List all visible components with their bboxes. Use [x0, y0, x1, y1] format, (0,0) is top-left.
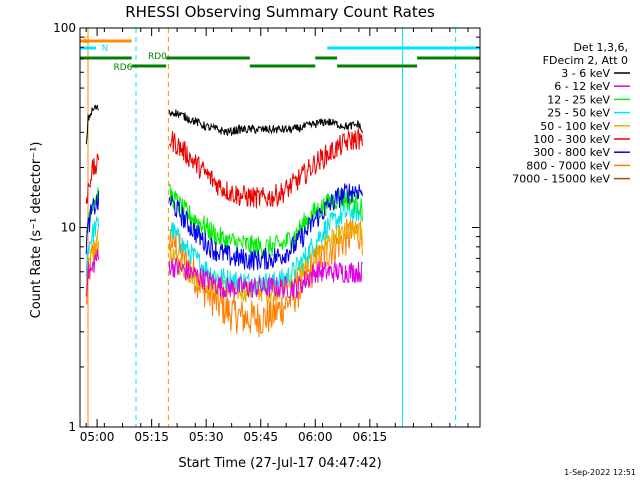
x-tick-label-3: 05:45	[243, 430, 278, 444]
status-label-n: N	[101, 44, 108, 54]
legend-label-0: 3 - 6 keV	[561, 67, 610, 80]
status-label-s: S	[83, 36, 89, 46]
legend-label-3: 25 - 50 keV	[547, 107, 610, 120]
series-layer	[85, 104, 363, 338]
legend-label-7: 800 - 7000 keV	[526, 159, 610, 172]
series-line-5	[85, 128, 363, 209]
axes-layer: 05:00 05:15 05:30 05:45 06:00 06:15 100 10 1	[53, 21, 480, 444]
series-line-3	[85, 200, 363, 296]
y-tick-label-1: 10	[61, 221, 76, 235]
x-tick-label-5: 06:15	[353, 430, 388, 444]
x-axis-label: Start Time (27-Jul-17 04:47:42)	[178, 456, 381, 471]
vertical-lines-layer	[79, 28, 457, 427]
legend-label-2: 12 - 25 keV	[547, 93, 610, 106]
x-tick-label-4: 06:00	[298, 430, 333, 444]
legend-label-4: 50 - 100 keV	[540, 120, 610, 133]
y-axis-label: Count Rate (s⁻¹ detector⁻¹)	[29, 142, 44, 319]
series-line-1	[85, 249, 363, 299]
series-line-0	[85, 104, 363, 145]
legend-label-1: 6 - 12 keV	[554, 80, 610, 93]
x-tick-label-1: 05:15	[134, 430, 169, 444]
legend-header-1: FDecim 2, Att 0	[543, 54, 628, 67]
status-label-rd0: RD0	[148, 52, 167, 62]
y-tick-label-0: 100	[53, 21, 76, 35]
y-tick-label-2: 1	[68, 420, 76, 434]
footer-date: 1-Sep-2022 12:51	[564, 468, 636, 477]
legend-header-0: Det 1,3,6,	[573, 41, 628, 54]
x-tick-label-0: 05:00	[80, 430, 115, 444]
series-line-6	[85, 183, 363, 271]
chart-title: RHESSI Observing Summary Count Rates	[125, 3, 435, 21]
legend-label-8: 7000 - 15000 keV	[512, 173, 610, 186]
plot-frame	[79, 27, 481, 428]
status-bars-layer: S N RD0 RD6	[80, 36, 480, 73]
legend-label-5: 100 - 300 keV	[533, 133, 610, 146]
legend-label-6: 300 - 800 keV	[533, 146, 610, 159]
x-tick-label-2: 05:30	[189, 430, 224, 444]
status-label-rd6: RD6	[113, 63, 132, 73]
